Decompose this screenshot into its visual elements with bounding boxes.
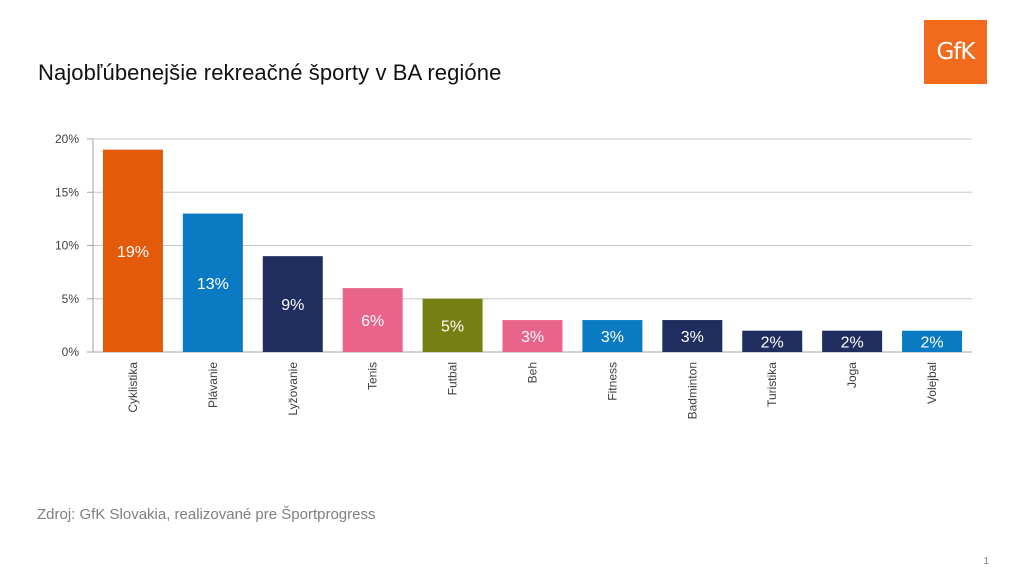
bar (902, 330, 963, 352)
y-tick-label: 10% (55, 239, 79, 253)
y-tick-label: 15% (55, 185, 79, 199)
bar (662, 320, 723, 352)
x-tick-label: Turistika (765, 362, 779, 407)
x-tick-label: Volejbal (925, 362, 939, 404)
data-label: 3% (521, 329, 544, 346)
data-label: 6% (361, 313, 384, 330)
source-note: Zdroj: GfK Slovakia, realizované pre Špo… (37, 506, 376, 523)
bar (502, 320, 563, 352)
x-tick-label: Futbal (446, 362, 460, 395)
data-label: 3% (601, 329, 624, 346)
bar (102, 149, 163, 352)
x-tick-label: Fitness (605, 362, 619, 401)
x-tick-label: Badminton (685, 362, 699, 419)
page-number: 1 (983, 556, 989, 567)
data-label: 2% (920, 334, 943, 351)
bar-chart: 0% 5% 10% 15% 20% 19% Cyklistika 13% Plávanie 9% L… (55, 132, 972, 419)
x-tick-label: Beh (526, 362, 540, 383)
bar (182, 213, 243, 352)
y-tick-label: 5% (62, 292, 80, 306)
y-tick-label: 20% (55, 132, 79, 146)
bar (582, 320, 643, 352)
x-tick-label: Tenis (366, 362, 380, 390)
data-label: 2% (841, 334, 864, 351)
y-tick-label: 0% (62, 345, 80, 359)
data-label: 9% (281, 297, 304, 314)
data-label: 5% (441, 318, 464, 335)
bar (422, 298, 483, 352)
logo-text: GfK (936, 39, 975, 65)
chart-title: Najobľúbenejšie rekreačné športy v BA re… (38, 60, 502, 85)
bar (742, 330, 803, 352)
x-tick-label: Lyžovanie (286, 362, 300, 416)
gfk-logo: GfK (924, 20, 987, 84)
x-tick-label: Plávanie (206, 362, 220, 408)
x-tick-label: Joga (845, 362, 859, 388)
x-tick-label: Cyklistika (126, 362, 140, 413)
bar (262, 256, 323, 352)
data-label: 13% (197, 276, 229, 293)
data-label: 19% (117, 244, 149, 261)
data-label: 2% (761, 334, 784, 351)
bar (822, 330, 883, 352)
data-label: 3% (681, 329, 704, 346)
bar (342, 288, 403, 352)
